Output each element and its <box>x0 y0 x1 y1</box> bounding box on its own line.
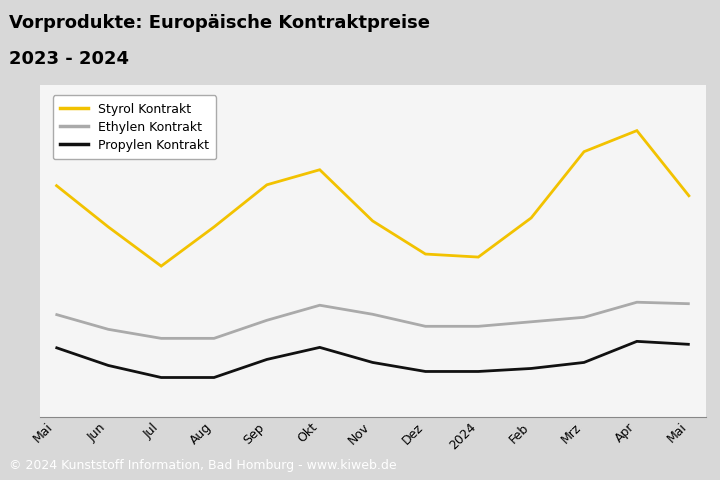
Text: © 2024 Kunststoff Information, Bad Homburg - www.kiweb.de: © 2024 Kunststoff Information, Bad Hombu… <box>9 459 396 472</box>
Text: 2023 - 2024: 2023 - 2024 <box>9 50 129 68</box>
Text: Vorprodukte: Europäische Kontraktpreise: Vorprodukte: Europäische Kontraktpreise <box>9 14 430 32</box>
Legend: Styrol Kontrakt, Ethylen Kontrakt, Propylen Kontrakt: Styrol Kontrakt, Ethylen Kontrakt, Propy… <box>53 95 216 159</box>
